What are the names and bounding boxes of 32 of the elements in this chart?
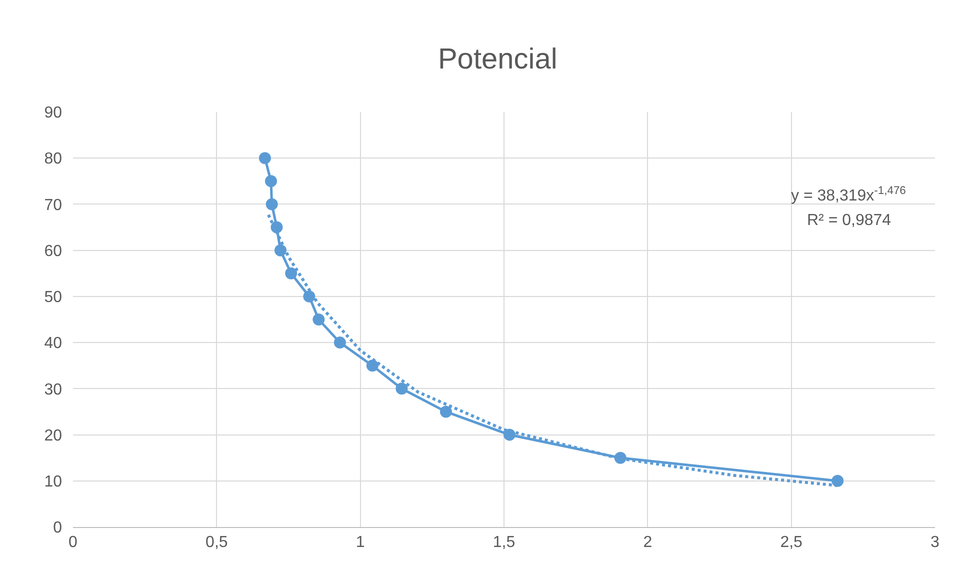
y-tick-label: 60 [44,242,62,260]
point [832,474,844,487]
x-tick-label: 2 [643,534,652,552]
point [396,382,408,395]
point [303,290,316,302]
y-tick-label: 40 [44,335,62,352]
point [264,175,277,188]
y-tick-label: 80 [44,150,62,168]
x-tick-label: 3 [930,534,940,552]
x-tick-label: 0,5 [206,534,228,552]
y-tick-label: 10 [44,473,62,490]
annotation: y = 38,319x$^{-1,476}$ [791,185,906,205]
point [312,314,325,326]
y-tick-label: 50 [44,289,62,306]
point [440,406,452,418]
y-tick-label: 20 [44,427,62,444]
point [266,198,278,210]
x-tick-label: 1 [356,534,365,552]
x-tick-label: 2,5 [780,534,803,552]
y-tick-label: 30 [44,381,62,398]
y-tick-label: 70 [44,196,62,214]
x-tick-label: 0 [68,534,78,552]
annotation: R² = 0,9874 [807,212,892,229]
point [366,360,378,372]
chart-title: Potencial [438,43,558,76]
point [258,152,271,164]
point [285,267,298,280]
x-tick-label: 1,5 [492,534,516,552]
y-tick-label: 0 [53,520,62,537]
y-tick-label: 90 [44,104,62,122]
point [274,244,286,256]
point [334,336,346,349]
